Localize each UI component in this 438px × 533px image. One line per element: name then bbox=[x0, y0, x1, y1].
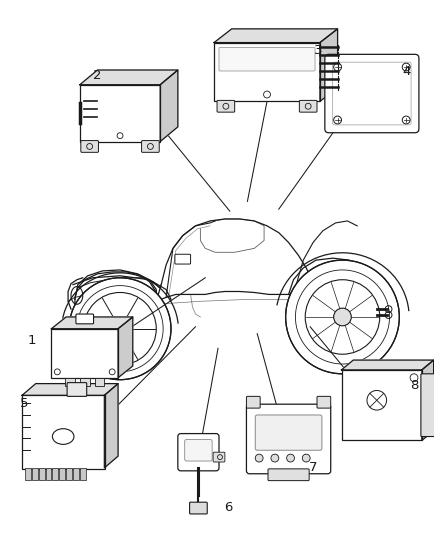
Circle shape bbox=[334, 308, 351, 326]
FancyBboxPatch shape bbox=[80, 85, 160, 142]
FancyBboxPatch shape bbox=[22, 395, 105, 469]
Text: 5: 5 bbox=[20, 397, 28, 410]
FancyBboxPatch shape bbox=[299, 100, 317, 112]
Bar bbox=[65, 378, 75, 385]
Bar bbox=[73, 468, 79, 480]
FancyBboxPatch shape bbox=[76, 314, 94, 324]
FancyBboxPatch shape bbox=[213, 452, 225, 462]
Bar bbox=[80, 468, 86, 480]
Bar bbox=[39, 468, 45, 480]
Polygon shape bbox=[22, 384, 118, 395]
Bar bbox=[46, 468, 51, 480]
Polygon shape bbox=[80, 70, 178, 85]
FancyBboxPatch shape bbox=[175, 254, 191, 264]
Polygon shape bbox=[51, 317, 133, 329]
Polygon shape bbox=[342, 360, 434, 370]
FancyBboxPatch shape bbox=[214, 43, 320, 101]
Circle shape bbox=[286, 454, 294, 462]
Circle shape bbox=[112, 321, 128, 336]
FancyBboxPatch shape bbox=[51, 329, 118, 378]
Polygon shape bbox=[160, 70, 178, 142]
Polygon shape bbox=[104, 384, 118, 468]
Circle shape bbox=[302, 454, 310, 462]
Bar bbox=[80, 378, 90, 385]
Circle shape bbox=[69, 278, 171, 379]
Circle shape bbox=[255, 454, 263, 462]
Text: 8: 8 bbox=[410, 379, 418, 392]
Bar bbox=[32, 468, 38, 480]
FancyBboxPatch shape bbox=[325, 54, 419, 133]
FancyBboxPatch shape bbox=[219, 47, 315, 71]
FancyBboxPatch shape bbox=[178, 433, 219, 471]
FancyBboxPatch shape bbox=[421, 374, 438, 437]
Bar bbox=[53, 468, 58, 480]
FancyBboxPatch shape bbox=[67, 383, 87, 397]
Circle shape bbox=[286, 260, 399, 374]
Text: 6: 6 bbox=[224, 500, 232, 514]
Text: 1: 1 bbox=[28, 334, 36, 347]
FancyBboxPatch shape bbox=[268, 469, 309, 481]
FancyBboxPatch shape bbox=[141, 141, 159, 152]
Polygon shape bbox=[118, 317, 133, 378]
FancyBboxPatch shape bbox=[317, 397, 331, 408]
Bar bbox=[25, 468, 31, 480]
Bar bbox=[95, 378, 104, 385]
FancyBboxPatch shape bbox=[185, 440, 212, 461]
FancyBboxPatch shape bbox=[190, 502, 207, 514]
Text: 2: 2 bbox=[93, 69, 102, 83]
Circle shape bbox=[271, 454, 279, 462]
Polygon shape bbox=[320, 29, 338, 101]
Text: 4: 4 bbox=[402, 66, 410, 78]
FancyBboxPatch shape bbox=[255, 415, 322, 450]
FancyBboxPatch shape bbox=[217, 100, 235, 112]
FancyBboxPatch shape bbox=[247, 397, 260, 408]
FancyBboxPatch shape bbox=[247, 404, 331, 474]
FancyBboxPatch shape bbox=[333, 62, 411, 125]
Text: 7: 7 bbox=[309, 462, 317, 474]
FancyBboxPatch shape bbox=[81, 141, 99, 152]
Text: 3: 3 bbox=[314, 44, 322, 57]
FancyBboxPatch shape bbox=[342, 370, 422, 440]
Bar bbox=[59, 468, 65, 480]
Polygon shape bbox=[422, 360, 434, 440]
Ellipse shape bbox=[53, 429, 74, 445]
Bar bbox=[66, 468, 72, 480]
Polygon shape bbox=[214, 29, 338, 43]
